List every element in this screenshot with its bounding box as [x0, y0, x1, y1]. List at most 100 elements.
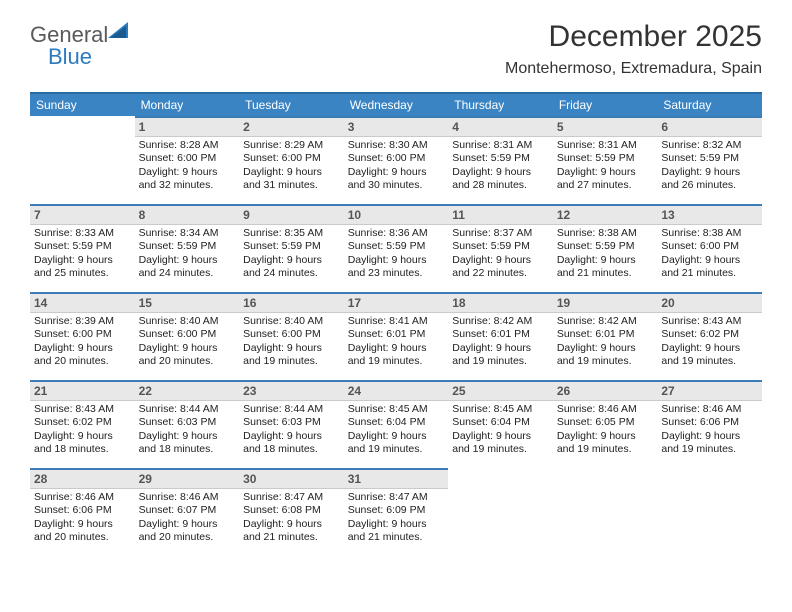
month-title: December 2025: [505, 20, 762, 54]
day-info: Sunrise: 8:37 AMSunset: 5:59 PMDaylight:…: [448, 225, 553, 283]
day-number: 27: [657, 380, 762, 401]
day-number: 22: [135, 380, 240, 401]
day-info: Sunrise: 8:43 AMSunset: 6:02 PMDaylight:…: [657, 313, 762, 371]
day-info: Sunrise: 8:46 AMSunset: 6:07 PMDaylight:…: [135, 489, 240, 547]
day-cell: 30Sunrise: 8:47 AMSunset: 6:08 PMDayligh…: [239, 468, 344, 556]
day-info: Sunrise: 8:47 AMSunset: 6:08 PMDaylight:…: [239, 489, 344, 547]
calendar-cell: 16Sunrise: 8:40 AMSunset: 6:00 PMDayligh…: [239, 292, 344, 380]
logo: General Blue: [30, 22, 108, 70]
day-number: 3: [344, 116, 449, 137]
day-cell: 22Sunrise: 8:44 AMSunset: 6:03 PMDayligh…: [135, 380, 240, 468]
calendar-cell: 30Sunrise: 8:47 AMSunset: 6:08 PMDayligh…: [239, 468, 344, 556]
day-info: Sunrise: 8:38 AMSunset: 6:00 PMDaylight:…: [657, 225, 762, 283]
day-cell: 29Sunrise: 8:46 AMSunset: 6:07 PMDayligh…: [135, 468, 240, 556]
weekday-header: Friday: [553, 93, 658, 116]
calendar-row: 21Sunrise: 8:43 AMSunset: 6:02 PMDayligh…: [30, 380, 762, 468]
day-info: Sunrise: 8:46 AMSunset: 6:06 PMDaylight:…: [30, 489, 135, 547]
day-number: 28: [30, 468, 135, 489]
weekday-header: Monday: [135, 93, 240, 116]
day-cell: 6Sunrise: 8:32 AMSunset: 5:59 PMDaylight…: [657, 116, 762, 204]
day-number: 17: [344, 292, 449, 313]
calendar-row: 1Sunrise: 8:28 AMSunset: 6:00 PMDaylight…: [30, 116, 762, 204]
day-cell: 9Sunrise: 8:35 AMSunset: 5:59 PMDaylight…: [239, 204, 344, 292]
weekday-header: Saturday: [657, 93, 762, 116]
calendar-row: 14Sunrise: 8:39 AMSunset: 6:00 PMDayligh…: [30, 292, 762, 380]
calendar-cell: 10Sunrise: 8:36 AMSunset: 5:59 PMDayligh…: [344, 204, 449, 292]
calendar-cell: 31Sunrise: 8:47 AMSunset: 6:09 PMDayligh…: [344, 468, 449, 556]
day-info: Sunrise: 8:40 AMSunset: 6:00 PMDaylight:…: [135, 313, 240, 371]
day-info: Sunrise: 8:41 AMSunset: 6:01 PMDaylight:…: [344, 313, 449, 371]
calendar-cell: [30, 116, 135, 204]
location-label: Montehermoso, Extremadura, Spain: [505, 60, 762, 78]
calendar-cell: [657, 468, 762, 556]
day-info: Sunrise: 8:32 AMSunset: 5:59 PMDaylight:…: [657, 137, 762, 195]
calendar-cell: 1Sunrise: 8:28 AMSunset: 6:00 PMDaylight…: [135, 116, 240, 204]
calendar-cell: 12Sunrise: 8:38 AMSunset: 5:59 PMDayligh…: [553, 204, 658, 292]
day-number: 15: [135, 292, 240, 313]
calendar-cell: 21Sunrise: 8:43 AMSunset: 6:02 PMDayligh…: [30, 380, 135, 468]
day-number: 7: [30, 204, 135, 225]
calendar-cell: 6Sunrise: 8:32 AMSunset: 5:59 PMDaylight…: [657, 116, 762, 204]
day-number: 25: [448, 380, 553, 401]
calendar-row: 28Sunrise: 8:46 AMSunset: 6:06 PMDayligh…: [30, 468, 762, 556]
calendar-cell: 29Sunrise: 8:46 AMSunset: 6:07 PMDayligh…: [135, 468, 240, 556]
day-cell: 7Sunrise: 8:33 AMSunset: 5:59 PMDaylight…: [30, 204, 135, 292]
calendar-cell: [448, 468, 553, 556]
day-cell: 16Sunrise: 8:40 AMSunset: 6:00 PMDayligh…: [239, 292, 344, 380]
calendar-table: SundayMondayTuesdayWednesdayThursdayFrid…: [30, 92, 762, 556]
day-info: Sunrise: 8:47 AMSunset: 6:09 PMDaylight:…: [344, 489, 449, 547]
day-cell: 13Sunrise: 8:38 AMSunset: 6:00 PMDayligh…: [657, 204, 762, 292]
calendar-cell: 2Sunrise: 8:29 AMSunset: 6:00 PMDaylight…: [239, 116, 344, 204]
calendar-cell: 3Sunrise: 8:30 AMSunset: 6:00 PMDaylight…: [344, 116, 449, 204]
day-number: 14: [30, 292, 135, 313]
day-number: 12: [553, 204, 658, 225]
day-cell: 27Sunrise: 8:46 AMSunset: 6:06 PMDayligh…: [657, 380, 762, 468]
calendar-cell: 25Sunrise: 8:45 AMSunset: 6:04 PMDayligh…: [448, 380, 553, 468]
day-number: 24: [344, 380, 449, 401]
day-cell: 3Sunrise: 8:30 AMSunset: 6:00 PMDaylight…: [344, 116, 449, 204]
day-info: Sunrise: 8:45 AMSunset: 6:04 PMDaylight:…: [448, 401, 553, 459]
day-cell: 1Sunrise: 8:28 AMSunset: 6:00 PMDaylight…: [135, 116, 240, 204]
day-number: 26: [553, 380, 658, 401]
calendar-cell: 26Sunrise: 8:46 AMSunset: 6:05 PMDayligh…: [553, 380, 658, 468]
day-cell: 21Sunrise: 8:43 AMSunset: 6:02 PMDayligh…: [30, 380, 135, 468]
day-number: 18: [448, 292, 553, 313]
day-cell: 24Sunrise: 8:45 AMSunset: 6:04 PMDayligh…: [344, 380, 449, 468]
day-number: 31: [344, 468, 449, 489]
day-cell: 23Sunrise: 8:44 AMSunset: 6:03 PMDayligh…: [239, 380, 344, 468]
day-info: Sunrise: 8:39 AMSunset: 6:00 PMDaylight:…: [30, 313, 135, 371]
calendar-cell: 7Sunrise: 8:33 AMSunset: 5:59 PMDaylight…: [30, 204, 135, 292]
calendar-cell: 8Sunrise: 8:34 AMSunset: 5:59 PMDaylight…: [135, 204, 240, 292]
day-cell: 2Sunrise: 8:29 AMSunset: 6:00 PMDaylight…: [239, 116, 344, 204]
weekday-header: Thursday: [448, 93, 553, 116]
day-info: Sunrise: 8:46 AMSunset: 6:05 PMDaylight:…: [553, 401, 658, 459]
day-info: Sunrise: 8:36 AMSunset: 5:59 PMDaylight:…: [344, 225, 449, 283]
day-number: 11: [448, 204, 553, 225]
day-info: Sunrise: 8:44 AMSunset: 6:03 PMDaylight:…: [239, 401, 344, 459]
day-info: Sunrise: 8:46 AMSunset: 6:06 PMDaylight:…: [657, 401, 762, 459]
day-info: Sunrise: 8:31 AMSunset: 5:59 PMDaylight:…: [553, 137, 658, 195]
day-cell: 10Sunrise: 8:36 AMSunset: 5:59 PMDayligh…: [344, 204, 449, 292]
day-number: 10: [344, 204, 449, 225]
calendar-cell: [553, 468, 658, 556]
day-cell: 28Sunrise: 8:46 AMSunset: 6:06 PMDayligh…: [30, 468, 135, 556]
day-info: Sunrise: 8:35 AMSunset: 5:59 PMDaylight:…: [239, 225, 344, 283]
calendar-cell: 23Sunrise: 8:44 AMSunset: 6:03 PMDayligh…: [239, 380, 344, 468]
day-cell: 12Sunrise: 8:38 AMSunset: 5:59 PMDayligh…: [553, 204, 658, 292]
day-info: Sunrise: 8:40 AMSunset: 6:00 PMDaylight:…: [239, 313, 344, 371]
day-number: 21: [30, 380, 135, 401]
day-info: Sunrise: 8:30 AMSunset: 6:00 PMDaylight:…: [344, 137, 449, 195]
day-number: 4: [448, 116, 553, 137]
day-number: 6: [657, 116, 762, 137]
day-info: Sunrise: 8:43 AMSunset: 6:02 PMDaylight:…: [30, 401, 135, 459]
day-info: Sunrise: 8:38 AMSunset: 5:59 PMDaylight:…: [553, 225, 658, 283]
page-header: December 2025 Montehermoso, Extremadura,…: [505, 20, 762, 78]
day-cell: 26Sunrise: 8:46 AMSunset: 6:05 PMDayligh…: [553, 380, 658, 468]
day-number: 20: [657, 292, 762, 313]
calendar-cell: 4Sunrise: 8:31 AMSunset: 5:59 PMDaylight…: [448, 116, 553, 204]
calendar-cell: 24Sunrise: 8:45 AMSunset: 6:04 PMDayligh…: [344, 380, 449, 468]
day-number: 23: [239, 380, 344, 401]
day-cell: 31Sunrise: 8:47 AMSunset: 6:09 PMDayligh…: [344, 468, 449, 556]
day-info: Sunrise: 8:42 AMSunset: 6:01 PMDaylight:…: [448, 313, 553, 371]
day-cell: 17Sunrise: 8:41 AMSunset: 6:01 PMDayligh…: [344, 292, 449, 380]
